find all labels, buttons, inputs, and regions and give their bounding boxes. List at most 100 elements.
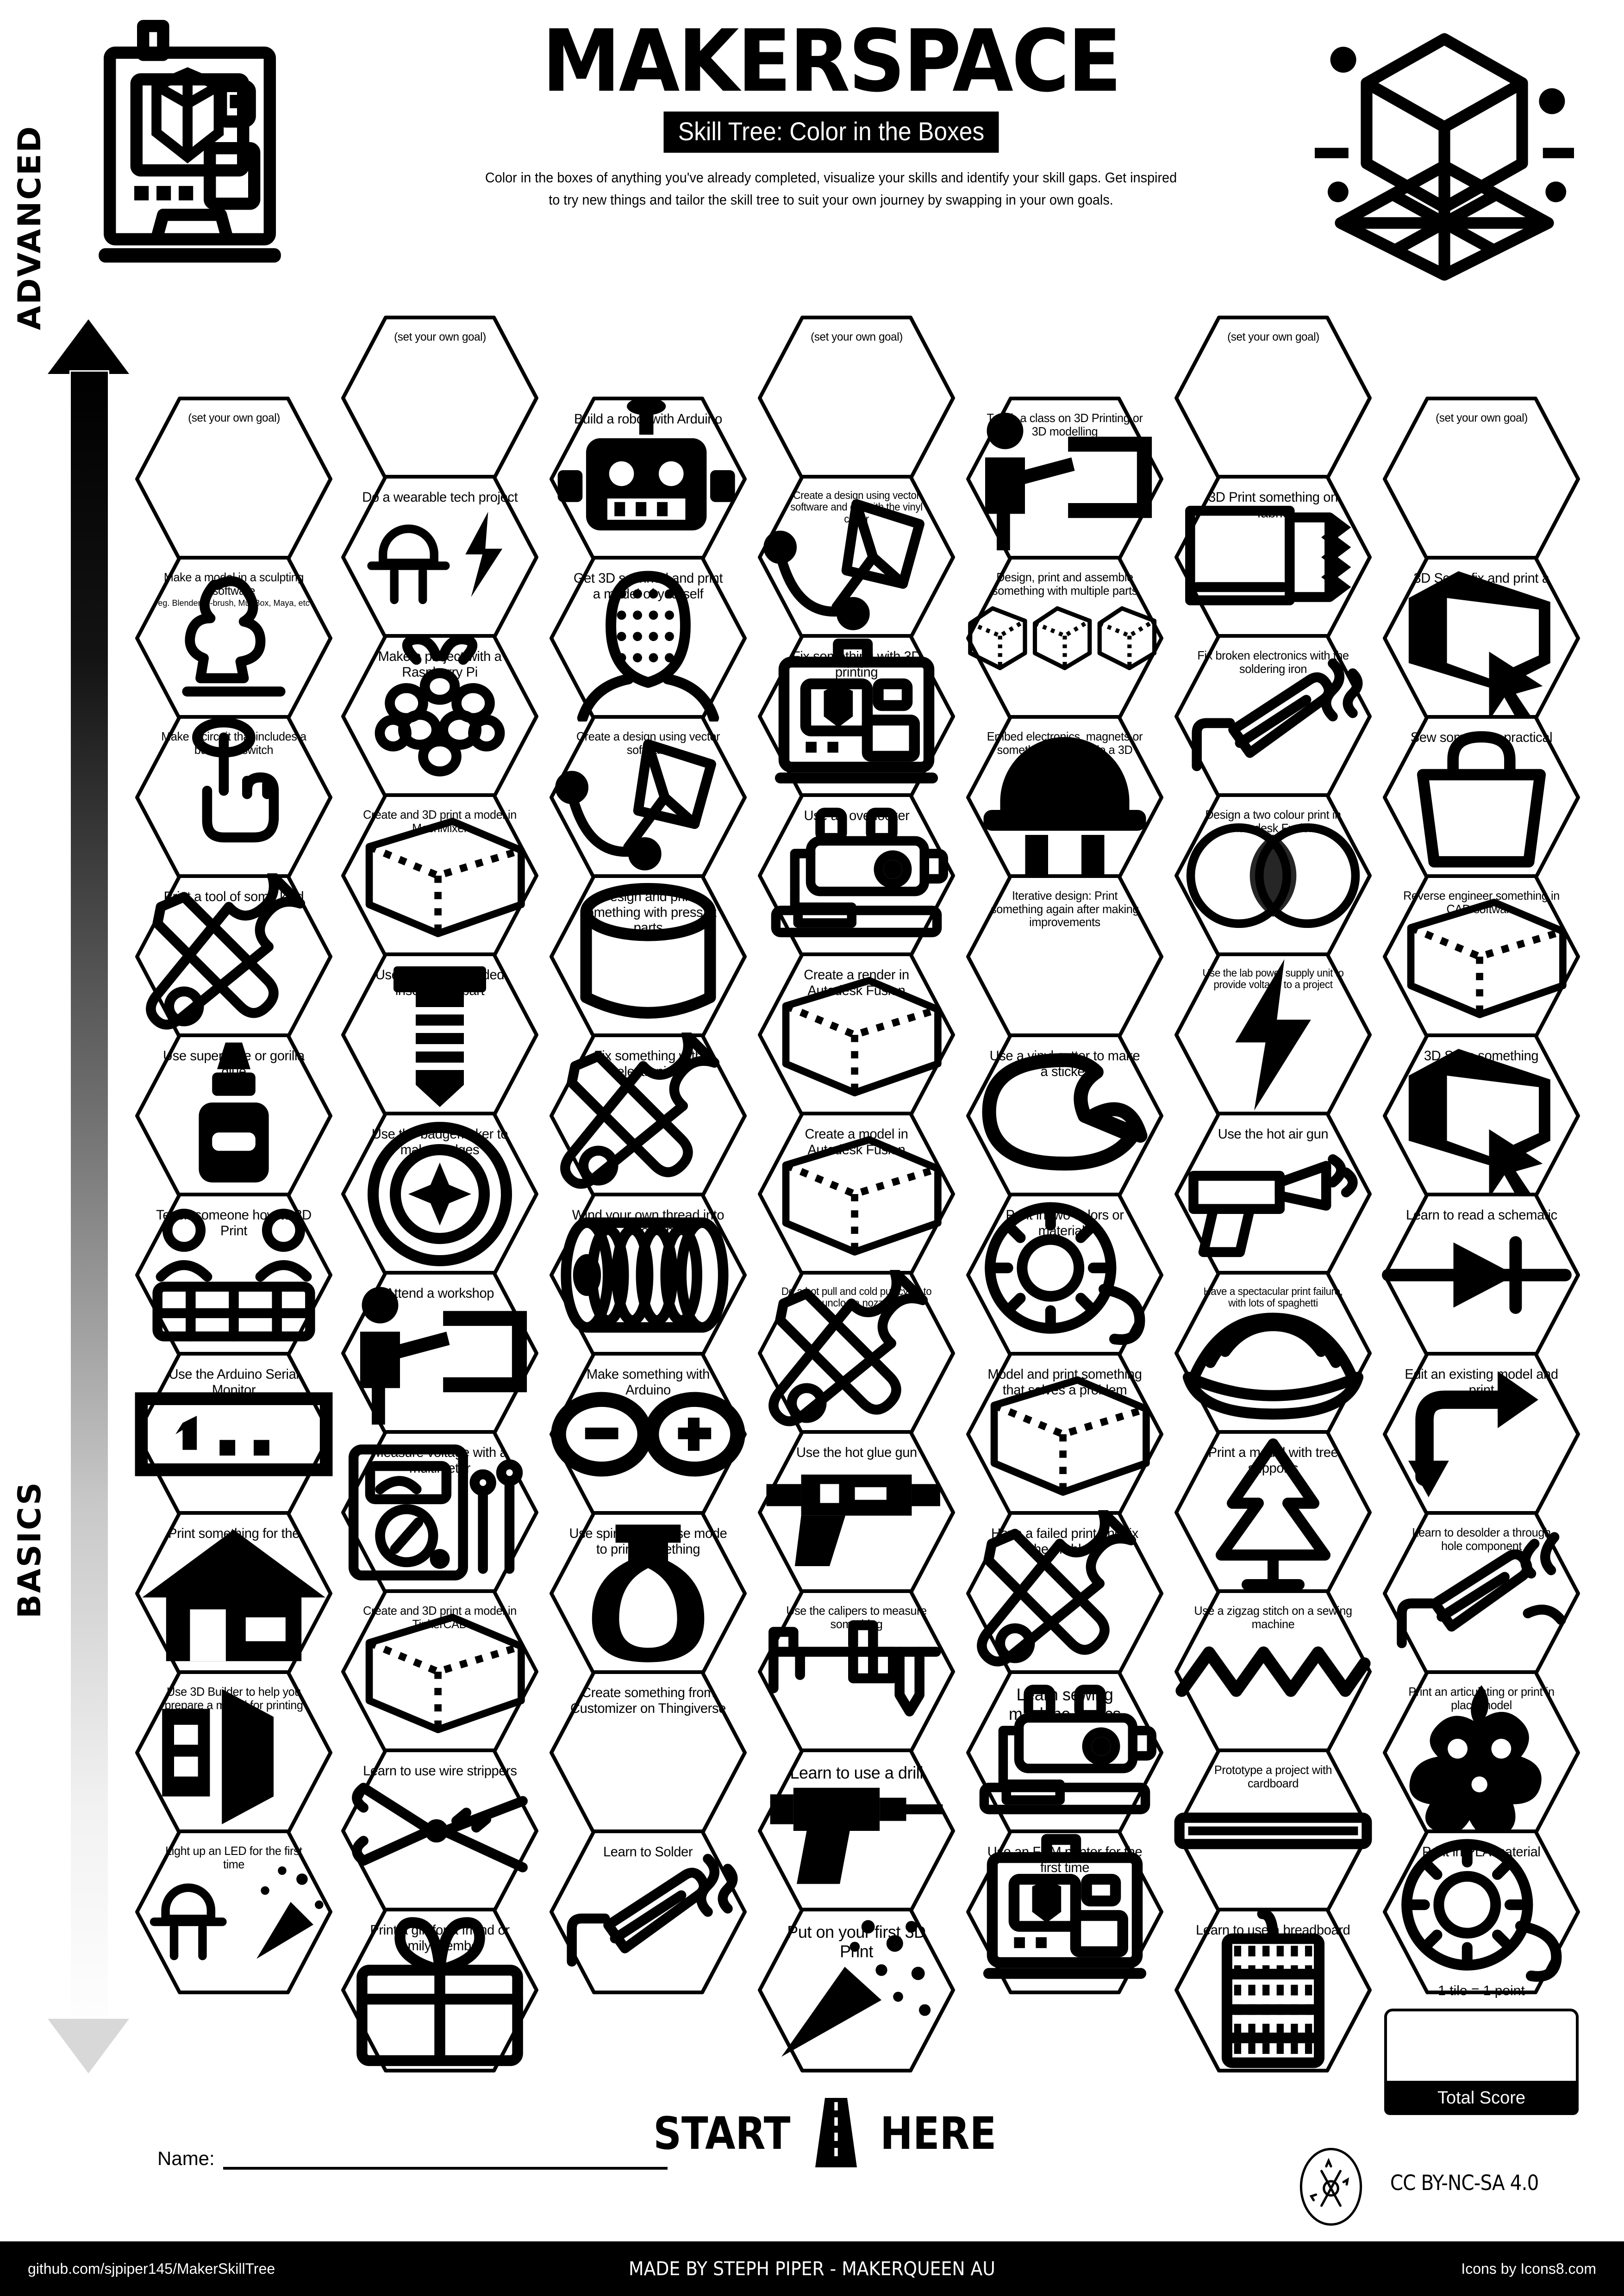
- skill-tile[interactable]: Use the hot glue gun: [757, 1429, 956, 1596]
- skill-tile[interactable]: Make a circuit that includes a button or…: [134, 714, 333, 881]
- skill-tile[interactable]: Print in PLA material: [1382, 1829, 1581, 1995]
- skill-tile[interactable]: Fix broken electronics with the solderin…: [1174, 633, 1373, 800]
- skill-tile[interactable]: Measure voltage with a multimeter: [340, 1429, 539, 1596]
- skill-tile[interactable]: Create something from Customizer on Thin…: [549, 1669, 748, 1836]
- skill-tile[interactable]: Print in two colors or materials: [965, 1192, 1164, 1358]
- skill-tile[interactable]: (set your own goal): [757, 315, 956, 481]
- skill-tile[interactable]: Design a two colour print in Autodesk Fu…: [1174, 792, 1373, 959]
- skill-tile[interactable]: Use the lab power supply unit to provide…: [1174, 952, 1373, 1118]
- bag-icon: [1399, 731, 1563, 871]
- skill-tile[interactable]: Use the calipers to measure something: [757, 1588, 956, 1755]
- skill-tile[interactable]: Iterative design: Print something again …: [965, 873, 1164, 1040]
- skill-tile[interactable]: Prototype a project with cardboard: [1174, 1748, 1373, 1914]
- presenter-icon: [983, 412, 1152, 553]
- skill-tile[interactable]: Create a render in Autodesk Fusion: [757, 952, 956, 1118]
- license-text: CC BY-NC-SA 4.0: [1390, 2171, 1539, 2195]
- skill-tile[interactable]: Learn sewing machine basics: [965, 1669, 1164, 1836]
- skill-tile-label: (set your own goal): [1227, 330, 1319, 343]
- skill-tile[interactable]: Teach a class on 3D Printing or 3D model…: [965, 396, 1164, 562]
- skill-tile-label: Have a spectacular print failure, with l…: [1203, 1285, 1343, 1309]
- skill-tile[interactable]: 3D Print something on fabric: [1174, 474, 1373, 641]
- skill-tile[interactable]: Build a robot with Arduino: [549, 396, 748, 562]
- skill-tile[interactable]: Sew something practical: [1382, 714, 1581, 881]
- edit-model-icon: [1399, 1371, 1563, 1508]
- footer-repo-link[interactable]: github.com/sjpiper145/MakerSkillTree: [28, 2260, 275, 2277]
- skill-tile[interactable]: Learn to read a schematic: [1382, 1192, 1581, 1358]
- skill-tile[interactable]: Use the hot air gun: [1174, 1111, 1373, 1277]
- skill-tile-label: Fix broken electronics with the solderin…: [1197, 648, 1349, 676]
- skill-tile[interactable]: Use the badgemaker to make badges: [340, 1111, 539, 1277]
- blank-icon: [983, 933, 1147, 1031]
- skill-tile[interactable]: Use an overlocker: [757, 792, 956, 959]
- skill-tile[interactable]: Print an articulating or print in place …: [1382, 1669, 1581, 1836]
- skill-tile[interactable]: Use super glue or gorilla glue: [134, 1033, 333, 1199]
- skill-tile[interactable]: Model and print something that solves a …: [965, 1351, 1164, 1518]
- skill-tile[interactable]: Create and 3D print a model in MeshMixer: [340, 792, 539, 959]
- blank-icon: [358, 347, 522, 472]
- skill-tile[interactable]: Create a design using vector software: [549, 714, 748, 881]
- skill-tile[interactable]: Do a hot pull and cold pull cycle to unc…: [757, 1270, 956, 1437]
- name-input-rule[interactable]: [223, 2165, 668, 2170]
- skill-tile[interactable]: Put on your first 3D Print: [757, 1907, 956, 2073]
- total-score-label: Total Score: [1384, 2081, 1579, 2115]
- skill-tile[interactable]: (set your own goal): [134, 396, 333, 562]
- skill-tile[interactable]: Embed electronics, magnets or something …: [965, 714, 1164, 881]
- skill-tile[interactable]: Edit an existing model and print: [1382, 1351, 1581, 1518]
- skill-tile[interactable]: Use spiralise or vase mode to print some…: [549, 1510, 748, 1677]
- skill-tile[interactable]: Have a failed print and fix the problem: [965, 1510, 1164, 1677]
- sculpting-icon: [152, 576, 316, 712]
- skill-tile[interactable]: Get 3D scanned and print a model of your…: [549, 555, 748, 722]
- raspberry-pi-icon: [358, 634, 522, 790]
- skill-tile[interactable]: Teach someone how to 3D Print: [134, 1192, 333, 1358]
- skill-tile[interactable]: (set your own goal): [340, 315, 539, 481]
- name-field[interactable]: Name:: [157, 2147, 668, 2170]
- filament-spool-icon: [983, 1202, 1147, 1349]
- skill-tile[interactable]: Learn to use a drill: [757, 1748, 956, 1914]
- skill-tile[interactable]: Create a design using vector software an…: [757, 474, 956, 641]
- skill-tile[interactable]: Learn to Solder: [549, 1829, 748, 1995]
- skill-tile-label: Create something from Customizer on Thin…: [570, 1685, 726, 1716]
- heat-gun-icon: [1188, 1146, 1358, 1268]
- skill-tile[interactable]: Learn to desolder a through hole compone…: [1382, 1510, 1581, 1677]
- skill-tile[interactable]: Have a spectacular print failure, with l…: [1174, 1270, 1373, 1437]
- skill-tile[interactable]: Make a project with a Raspberry Pi: [340, 633, 539, 800]
- skill-tile[interactable]: Make something with Arduino: [549, 1351, 748, 1518]
- skill-tile[interactable]: Use a zigzag stitch on a sewing machine: [1174, 1588, 1373, 1755]
- skill-tile[interactable]: Use a vinyl cutter to make a sticker: [965, 1033, 1164, 1199]
- skill-tile[interactable]: Make a model in a sculpting software eg.…: [134, 555, 333, 722]
- skill-tile[interactable]: (set your own goal): [1382, 396, 1581, 562]
- skill-tile[interactable]: 3D Scan, fix and print a model: [1382, 555, 1581, 722]
- skill-tile[interactable]: (set your own goal): [1174, 315, 1373, 481]
- skill-tile[interactable]: Print a model with tree supports: [1174, 1429, 1373, 1596]
- skill-tile[interactable]: 3D Scan something: [1382, 1033, 1581, 1199]
- skill-tile[interactable]: Create a model in Autodesk Fusion: [757, 1111, 956, 1277]
- skill-tile[interactable]: Use an FDM printer for the first time: [965, 1829, 1164, 1995]
- skill-tile[interactable]: Do a wearable tech project: [340, 474, 539, 641]
- skill-tile[interactable]: Create and 3D print a model in TinkerCAD: [340, 1588, 539, 1755]
- skill-tile[interactable]: Wind your own thread into a bobbin: [549, 1192, 748, 1358]
- skill-tile[interactable]: Use 3D Builder to help you prepare a mod…: [134, 1669, 333, 1836]
- skill-tile-label: Use the hot glue gun: [796, 1445, 917, 1460]
- skill-tile[interactable]: Attend a workshop: [340, 1270, 539, 1437]
- skill-tile[interactable]: Use the Arduino Serial Monitor: [134, 1351, 333, 1518]
- skill-tile[interactable]: Design, print and assemble something wit…: [965, 555, 1164, 722]
- skill-tile[interactable]: Fix something with 3D printing: [757, 633, 956, 800]
- skill-tile[interactable]: Print a tool of some kind: [134, 873, 333, 1040]
- skill-tile[interactable]: Learn to use a breadboard: [1174, 1907, 1373, 2073]
- start-here-marker: START HERE: [648, 2097, 1000, 2167]
- skill-tile[interactable]: Print something for the home: [134, 1510, 333, 1677]
- footer-icons-credit[interactable]: Icons by Icons8.com: [1461, 2260, 1596, 2277]
- skill-tile[interactable]: Design and print something with press fi…: [549, 873, 748, 1040]
- badge-icon: [358, 1122, 522, 1268]
- skill-tile[interactable]: Reverse engineer something in CAD softwa…: [1382, 873, 1581, 1040]
- tools-icon: [977, 1510, 1147, 1668]
- 3d-printer-icon: [79, 16, 301, 285]
- total-score-box[interactable]: Total Score: [1384, 2009, 1579, 2115]
- skill-tile[interactable]: Light up an LED for the first time: [134, 1829, 333, 1995]
- skill-tile[interactable]: Fix something with electronics: [549, 1033, 748, 1199]
- skill-tile[interactable]: Learn to use wire strippers: [340, 1748, 539, 1914]
- skill-tile[interactable]: Use heat set threaded inserts in a part: [340, 952, 539, 1118]
- skill-tile[interactable]: Print a gift for a friend or family memb…: [340, 1907, 539, 2073]
- skill-tile-label: (set your own goal): [187, 411, 280, 424]
